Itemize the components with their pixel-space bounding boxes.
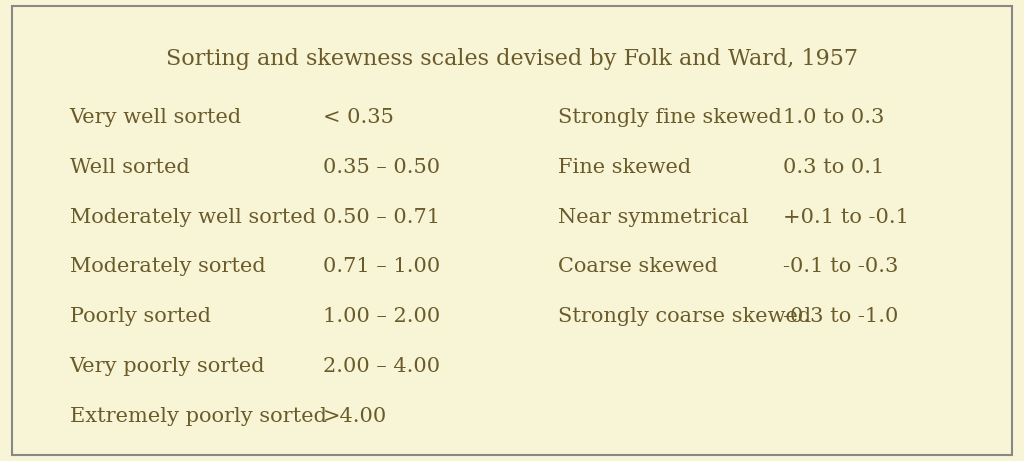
Text: 0.35 – 0.50: 0.35 – 0.50 <box>323 158 439 177</box>
Text: Near symmetrical: Near symmetrical <box>558 207 749 227</box>
Text: < 0.35: < 0.35 <box>323 108 393 127</box>
Text: -0.1 to -0.3: -0.1 to -0.3 <box>783 257 899 277</box>
Text: Fine skewed: Fine skewed <box>558 158 691 177</box>
Text: Strongly fine skewed: Strongly fine skewed <box>558 108 782 127</box>
Text: >4.00: >4.00 <box>323 407 387 426</box>
FancyBboxPatch shape <box>12 6 1012 455</box>
Text: Moderately sorted: Moderately sorted <box>70 257 265 277</box>
Text: Coarse skewed: Coarse skewed <box>558 257 718 277</box>
Text: 0.50 – 0.71: 0.50 – 0.71 <box>323 207 439 227</box>
Text: 0.3 to 0.1: 0.3 to 0.1 <box>783 158 885 177</box>
Text: -0.3 to -1.0: -0.3 to -1.0 <box>783 307 899 326</box>
Text: 2.00 – 4.00: 2.00 – 4.00 <box>323 357 439 376</box>
Text: 1.0 to 0.3: 1.0 to 0.3 <box>783 108 885 127</box>
Text: Moderately well sorted: Moderately well sorted <box>70 207 315 227</box>
Text: Strongly coarse skewed: Strongly coarse skewed <box>558 307 811 326</box>
Text: Well sorted: Well sorted <box>70 158 189 177</box>
Text: 1.00 – 2.00: 1.00 – 2.00 <box>323 307 440 326</box>
Text: Extremely poorly sorted: Extremely poorly sorted <box>70 407 327 426</box>
Text: Sorting and skewness scales devised by Folk and Ward, 1957: Sorting and skewness scales devised by F… <box>166 48 858 71</box>
Text: Very poorly sorted: Very poorly sorted <box>70 357 265 376</box>
Text: 0.71 – 1.00: 0.71 – 1.00 <box>323 257 440 277</box>
Text: Very well sorted: Very well sorted <box>70 108 242 127</box>
Text: Poorly sorted: Poorly sorted <box>70 307 211 326</box>
Text: +0.1 to -0.1: +0.1 to -0.1 <box>783 207 909 227</box>
